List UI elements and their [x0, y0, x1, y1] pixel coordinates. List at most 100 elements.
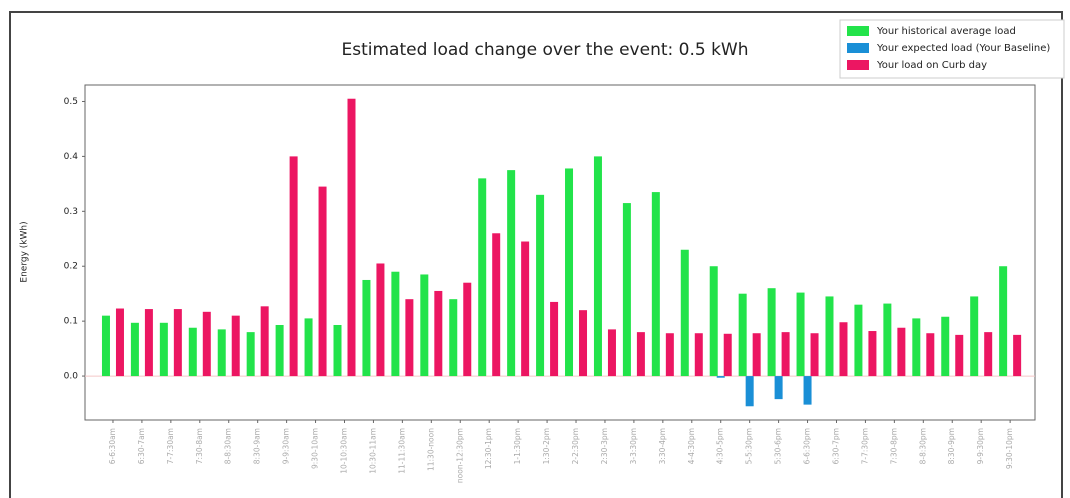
bar: [130, 322, 139, 377]
bar: [521, 241, 530, 377]
bar: [478, 178, 487, 377]
x-tick-label: 11-11:30am: [397, 428, 406, 474]
bar: [1013, 334, 1022, 377]
chart-title: Estimated load change over the event: 0.…: [341, 40, 748, 60]
bar: [507, 170, 516, 377]
legend-label: Your expected load (Your Baseline): [876, 43, 1050, 54]
bar: [926, 333, 935, 377]
x-tick-label: 12:30-1pm: [484, 428, 493, 469]
bar: [434, 290, 443, 377]
y-tick-label: 0.0: [64, 372, 79, 382]
bar: [159, 322, 168, 377]
legend: [839, 19, 1065, 79]
bar: [839, 322, 848, 377]
bar: [579, 310, 588, 377]
bar: [202, 311, 211, 377]
bar: [304, 318, 313, 377]
bar: [665, 333, 674, 377]
bar: [405, 299, 414, 377]
bar: [347, 98, 356, 377]
x-tick-label: 9-9:30am: [282, 428, 291, 464]
bar: [767, 288, 776, 377]
x-tick-label: 9:30-10pm: [1005, 428, 1014, 469]
x-tick-label: 6:30-7pm: [831, 428, 840, 464]
bar: [420, 274, 429, 377]
legend-swatch: [847, 60, 869, 70]
bar: [260, 306, 269, 377]
x-tick-label: 7-7:30pm: [860, 428, 869, 464]
legend-label: Your load on Curb day: [876, 60, 987, 71]
bar: [593, 156, 602, 377]
y-tick-label: 0.4: [64, 152, 79, 162]
bar: [492, 233, 501, 377]
bar: [173, 309, 182, 377]
x-tick-label: 9-9:30pm: [976, 428, 985, 464]
legend-label: Your historical average load: [876, 26, 1016, 37]
x-tick-label: 6-6:30am: [108, 428, 117, 464]
x-tick-label: 4-4:30pm: [687, 428, 696, 464]
bar: [680, 249, 689, 377]
bar: [796, 292, 805, 377]
x-tick-label: 8:30-9pm: [947, 428, 956, 464]
bar: [897, 327, 906, 377]
x-tick-label: 8:30-9am: [253, 428, 262, 464]
bar: [984, 332, 993, 377]
bar: [999, 266, 1008, 377]
bar: [694, 333, 703, 377]
y-tick-label: 0.3: [64, 207, 78, 217]
bar: [622, 203, 631, 377]
bar: [449, 299, 458, 377]
bar: [376, 263, 385, 377]
bar: [246, 332, 255, 377]
x-tick-label: 10-10:30am: [339, 428, 348, 474]
x-tick-label: 3:30-4pm: [658, 428, 667, 464]
bar: [391, 271, 400, 377]
x-tick-label: 5:30-6pm: [774, 428, 783, 464]
bar: [709, 266, 718, 377]
bar: [550, 301, 559, 377]
bar: [144, 309, 153, 377]
bar: [318, 186, 327, 377]
bar: [188, 327, 197, 377]
x-tick-label: 7:30-8am: [195, 428, 204, 464]
bar: [868, 331, 877, 377]
bar: [854, 304, 863, 377]
legend-swatch: [847, 26, 869, 36]
bar: [217, 329, 226, 377]
bar: [101, 315, 110, 377]
x-tick-label: 2-2:30pm: [571, 428, 580, 464]
x-tick-label: 4:30-5pm: [716, 428, 725, 464]
x-tick-label: 5-5:30pm: [745, 428, 754, 464]
x-tick-label: 7:30-8pm: [889, 428, 898, 464]
x-tick-label: 7-7:30am: [166, 428, 175, 464]
y-tick-label: 0.2: [64, 262, 78, 272]
bar: [231, 315, 240, 377]
x-tick-label: 6-6:30pm: [803, 428, 812, 464]
x-tick-label: 10:30-11am: [368, 428, 377, 474]
bar: [275, 324, 284, 377]
bar: [536, 194, 545, 377]
x-tick-label: 6:30-7am: [137, 428, 146, 464]
bar: [333, 324, 342, 377]
x-tick-label: 3-3:30pm: [629, 428, 638, 464]
bar: [716, 376, 725, 378]
bar: [752, 333, 761, 377]
bar: [607, 329, 616, 377]
x-tick-label: 1-1:30pm: [513, 428, 522, 464]
x-tick-label: 8-8:30pm: [918, 428, 927, 464]
bar: [636, 332, 645, 377]
y-tick-label: 0.1: [64, 317, 78, 327]
bar: [738, 293, 747, 377]
x-tick-label: noon-12:30pm: [455, 428, 464, 483]
bar: [115, 308, 124, 377]
legend-swatch: [847, 43, 869, 53]
bar: [803, 376, 812, 405]
bar: [941, 316, 950, 377]
bar: [955, 334, 964, 377]
frame: [9, 11, 1063, 498]
x-tick-label: 11:30-noon: [426, 428, 435, 471]
bar: [810, 333, 819, 377]
x-tick-label: 2:30-3pm: [600, 428, 609, 464]
